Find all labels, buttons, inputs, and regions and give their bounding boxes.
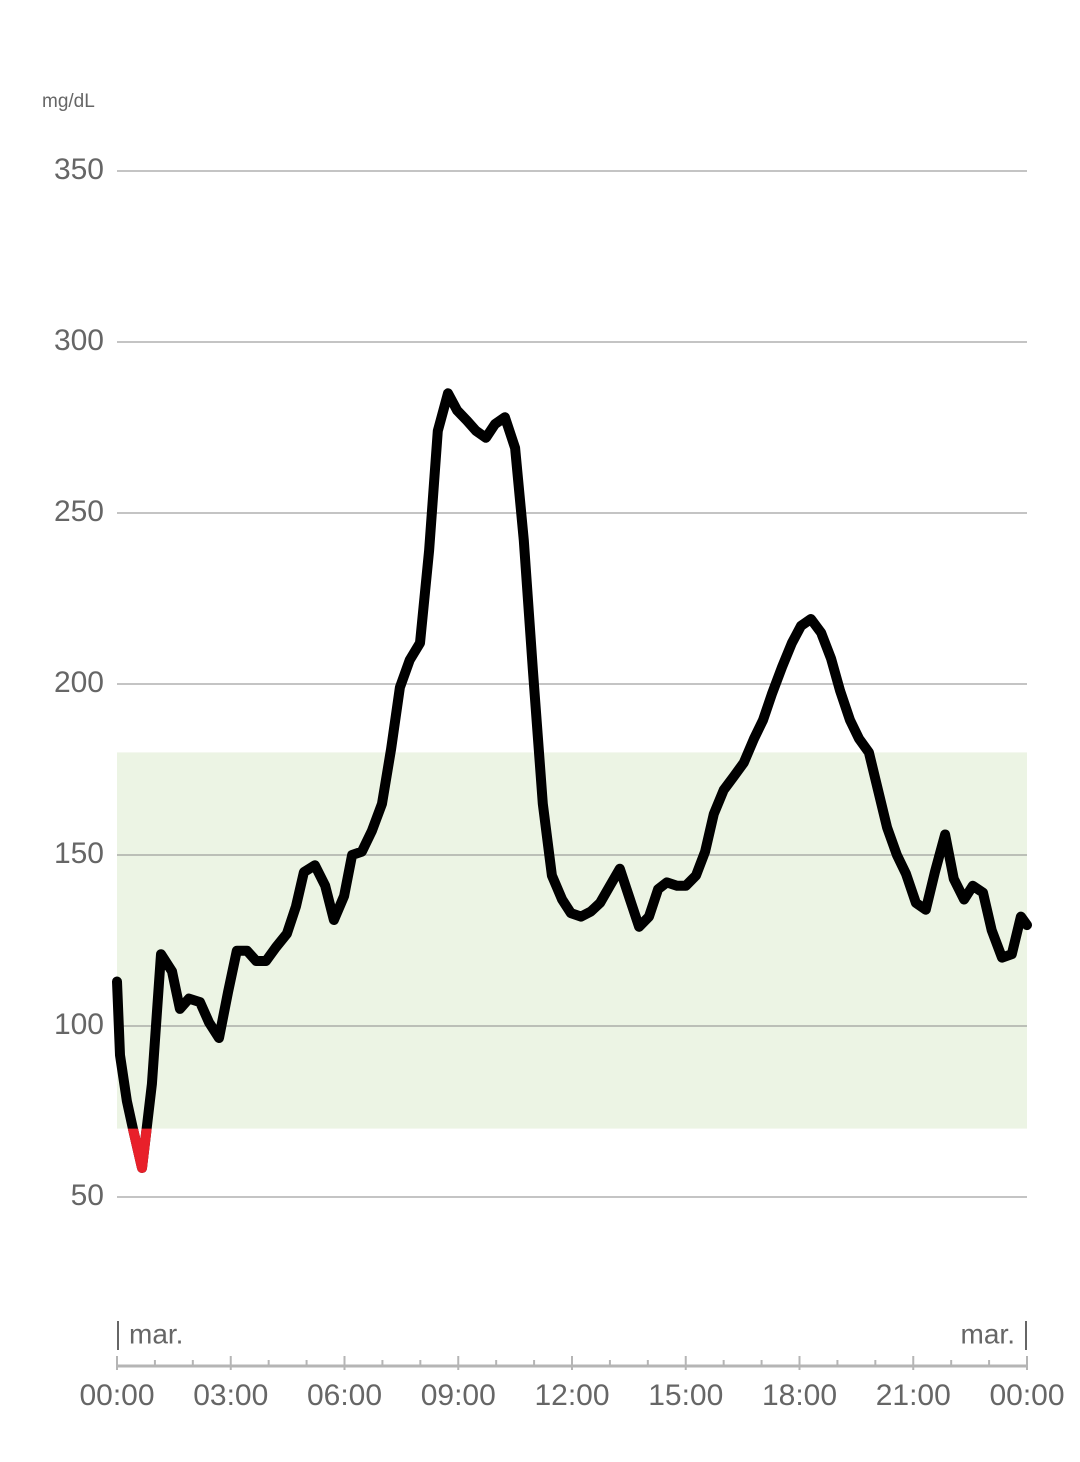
target-range bbox=[117, 752, 1027, 1129]
y-tick-label: 200 bbox=[54, 666, 104, 699]
x-tick-label: 00:00 bbox=[989, 1379, 1064, 1412]
day-label: mar. bbox=[129, 1318, 183, 1349]
glucose-line bbox=[112, 388, 1032, 1173]
y-tick-label: 350 bbox=[54, 153, 104, 186]
y-tick-label: 250 bbox=[54, 495, 104, 528]
day-label: mar. bbox=[961, 1318, 1015, 1349]
x-tick-label: 06:00 bbox=[307, 1379, 382, 1412]
y-tick-label: 50 bbox=[71, 1179, 104, 1212]
y-unit: mg/dL bbox=[42, 91, 95, 112]
x-tick-label: 18:00 bbox=[762, 1379, 837, 1412]
x-tick-label: 21:00 bbox=[876, 1379, 951, 1412]
y-tick-label: 100 bbox=[54, 1008, 104, 1041]
x-tick-label: 15:00 bbox=[648, 1379, 723, 1412]
y-tick-label: 300 bbox=[54, 324, 104, 357]
x-tick-label: 03:00 bbox=[193, 1379, 268, 1412]
x-tick-label: 12:00 bbox=[534, 1379, 609, 1412]
x-tick-label: 09:00 bbox=[421, 1379, 496, 1412]
x-tick-label: 00:00 bbox=[79, 1379, 154, 1412]
y-tick-label: 150 bbox=[54, 837, 104, 870]
